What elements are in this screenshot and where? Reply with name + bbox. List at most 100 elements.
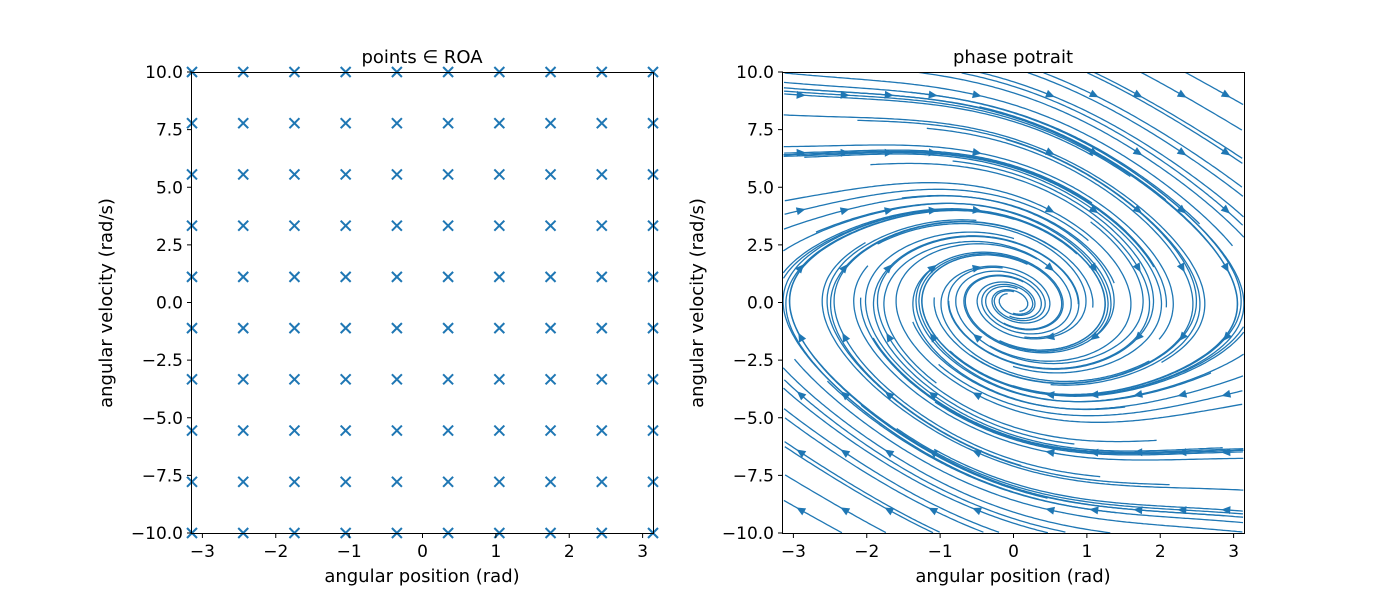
streamline-arrow: [928, 391, 939, 401]
streamline: [938, 363, 1243, 417]
streamline: [860, 404, 1244, 518]
streamline-arrow: [1177, 506, 1187, 515]
streamline: [783, 379, 1066, 533]
y-tick-label: 5.0: [747, 178, 774, 198]
scatter-point: [391, 322, 403, 334]
y-tick-label: 2.5: [747, 236, 774, 256]
scatter-point: [442, 424, 454, 437]
scatter-point: [339, 424, 352, 437]
streamline: [784, 446, 934, 534]
streamline: [784, 93, 1094, 157]
scatter-x-axis-label: angular position (rad): [324, 566, 519, 587]
y-tick-label: 7.5: [156, 121, 183, 141]
scatter-y-axis-label: angular velocity (rad/s): [96, 198, 117, 408]
x-tick-label: −1: [337, 542, 362, 562]
streamline-arrow: [972, 392, 983, 401]
scatter-point: [288, 271, 301, 283]
scatter-point: [339, 476, 352, 488]
scatter-point: [544, 322, 557, 334]
phase-portrait-panel: phase potrait −3 −2 −1 0 1 2 3 −10.0 −7.5 −5.0 −2.…: [687, 47, 1245, 587]
streamline: [883, 240, 1072, 384]
streamline-arrow: [796, 449, 807, 458]
y-tick-label: −5.0: [733, 409, 774, 429]
scatter-point: [288, 322, 301, 334]
streamline: [853, 265, 1244, 461]
streamline-arrow: [1220, 262, 1229, 273]
x-tick-label: −3: [781, 542, 806, 562]
scatter-point: [544, 271, 557, 283]
scatter-point: [391, 476, 403, 488]
streamline-arrow: [840, 391, 851, 401]
scatter-point: [493, 476, 506, 488]
scatter-point: [544, 476, 557, 488]
streamline: [783, 114, 1206, 363]
streamline-arrow: [927, 264, 937, 274]
streamline: [1087, 72, 1243, 164]
streamline: [783, 151, 1155, 268]
streamline: [788, 237, 1225, 517]
streamline-arrow: [972, 205, 982, 214]
x-tick-label: 0: [417, 542, 428, 562]
scatter-panel: points ∈ ROA −3 −2 −1 0 1 2 3 −10.0 −7.5 −5.0 −2.5…: [96, 47, 659, 587]
scatter-point: [288, 168, 301, 181]
scatter-point: [237, 476, 249, 488]
streamline-arrow: [839, 264, 848, 274]
streamline: [826, 380, 1244, 524]
scatter-point: [288, 373, 301, 386]
streamline-arrow: [796, 391, 807, 401]
streamline-arrow: [840, 90, 850, 99]
streamline: [784, 149, 1093, 204]
streamline-arrow: [1221, 389, 1232, 398]
streamline: [784, 72, 1234, 247]
streamline-arrow: [1088, 262, 1098, 272]
scatter-point: [339, 168, 352, 181]
streamline-arrow: [796, 90, 806, 99]
phase-portrait-y-axis-label: angular velocity (rad/s): [687, 198, 708, 408]
scatter-point: [596, 424, 608, 437]
streamline: [921, 254, 1244, 397]
streamline-arrow: [886, 332, 895, 343]
streamline-arrow: [1221, 506, 1231, 515]
scatter-point: [596, 271, 608, 283]
streamline-arrow: [1089, 506, 1099, 515]
streamline-arrow: [840, 449, 851, 458]
streamlines: [782, 72, 1244, 534]
scatter-point: [339, 322, 352, 334]
streamline: [783, 87, 1167, 201]
scatter-point: [442, 476, 454, 488]
streamline: [783, 150, 1168, 308]
streamline: [1140, 72, 1243, 131]
streamline-arrow: [842, 332, 851, 343]
streamline-arrow: [972, 450, 983, 458]
scatter-point: [288, 219, 301, 232]
streamline-arrow: [1045, 449, 1055, 457]
x-tick-label: 2: [564, 542, 575, 562]
streamline: [783, 144, 1174, 340]
scatter-point: [544, 117, 557, 129]
y-tick-label: 0.0: [747, 294, 774, 314]
streamline-arrow: [972, 148, 982, 156]
scatter-point: [391, 219, 403, 232]
streamline-arrow: [1176, 147, 1187, 156]
streamline-arrow: [1132, 89, 1143, 98]
phase-portrait-title: phase potrait: [953, 47, 1073, 68]
scatter-point: [442, 271, 454, 283]
scatter-markers: [186, 66, 659, 539]
scatter-point: [237, 219, 249, 232]
scatter-point: [391, 168, 403, 181]
streamline: [821, 242, 1244, 491]
streamline-arrow: [1045, 332, 1055, 341]
scatter-point: [237, 424, 249, 437]
scatter-point: [493, 322, 506, 334]
streamline-arrow: [1088, 89, 1099, 98]
scatter-point: [391, 424, 403, 437]
streamline-arrow: [1133, 389, 1143, 398]
y-tick-label: −2.5: [142, 351, 183, 371]
y-tick-label: −10.0: [722, 524, 774, 544]
streamline-arrow: [884, 449, 895, 458]
y-tick-label: −2.5: [733, 351, 774, 371]
streamline: [872, 337, 1244, 454]
scatter-point: [596, 322, 608, 334]
streamline-arrow: [1220, 89, 1231, 98]
streamline: [783, 387, 1049, 534]
